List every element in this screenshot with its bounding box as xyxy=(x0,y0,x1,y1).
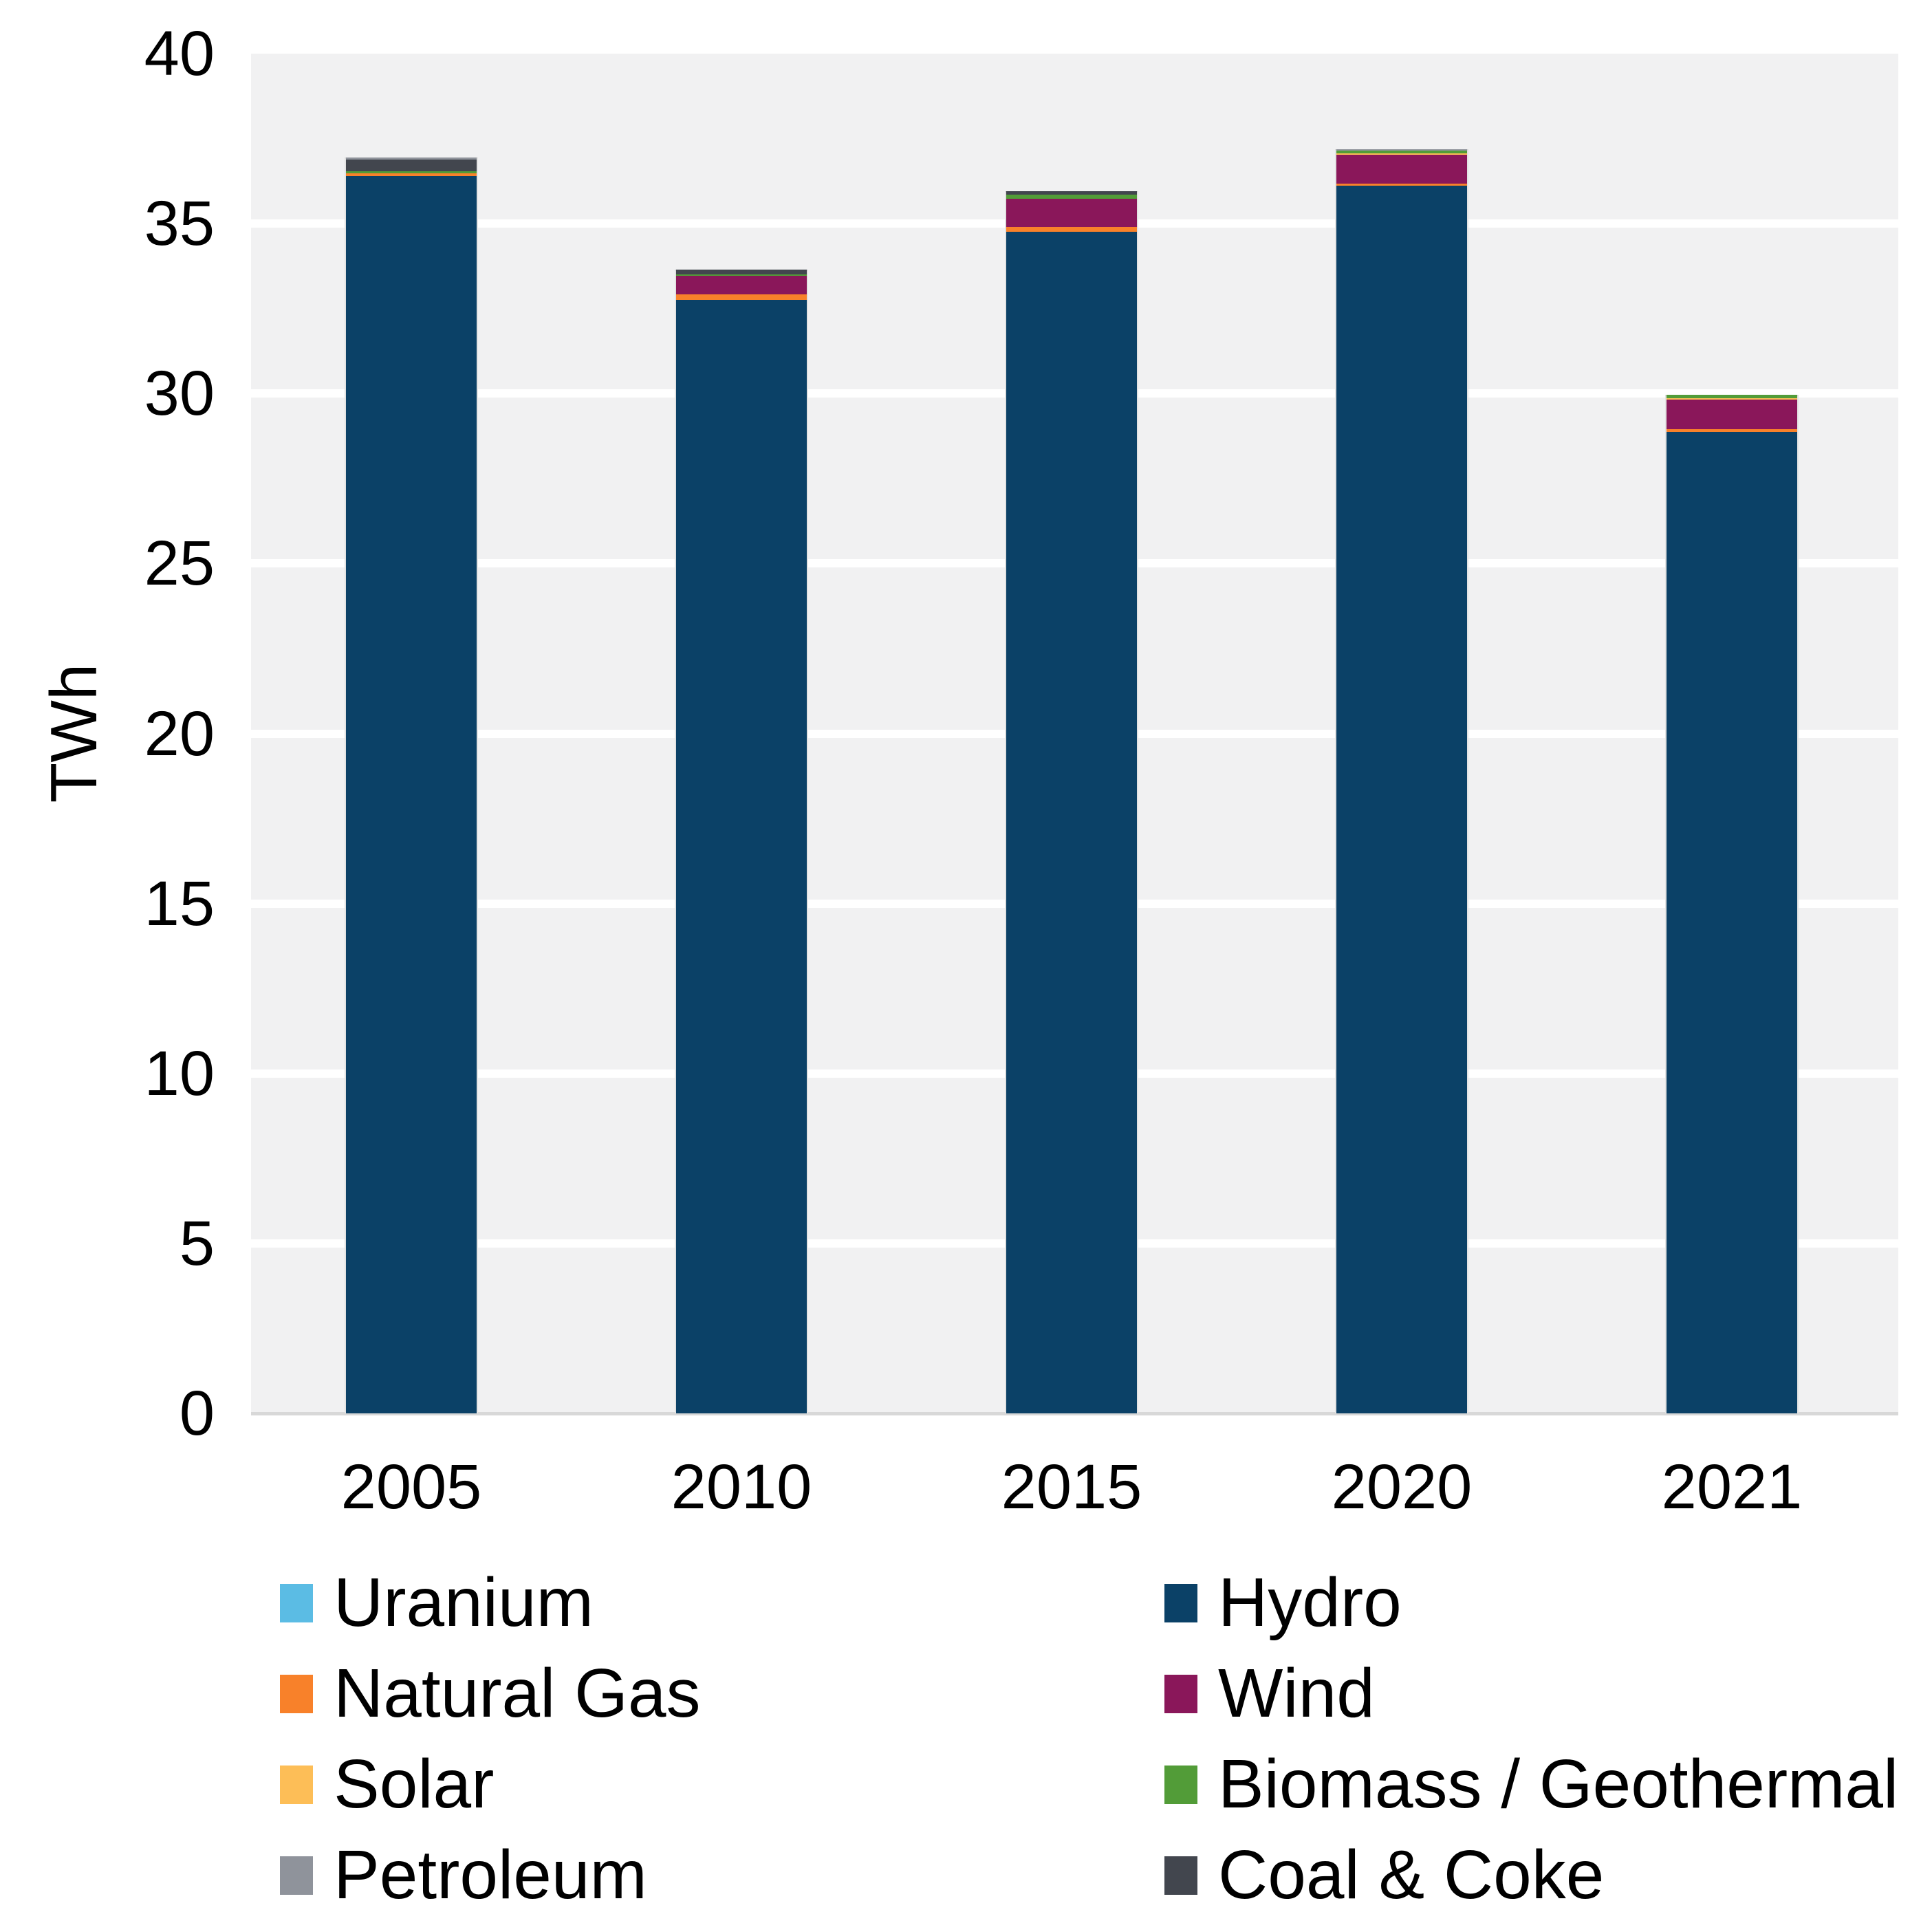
x-tick-label-2021: 2021 xyxy=(1661,1452,1803,1522)
bar-2015 xyxy=(1005,191,1138,1413)
bar-segment-hydro-2010 xyxy=(676,300,807,1413)
legend-swatch-hydro xyxy=(1164,1584,1197,1622)
bar-2010 xyxy=(675,270,808,1413)
legend-swatch-coal-coke xyxy=(1164,1856,1197,1895)
y-tick-label-10: 10 xyxy=(144,1038,215,1109)
bar-segment-solar-2021 xyxy=(1667,398,1797,400)
y-tick-label-25: 25 xyxy=(144,528,215,599)
legend-swatch-natural-gas xyxy=(280,1675,313,1713)
bar-segment-biomass-geothermal-2020 xyxy=(1336,150,1467,154)
y-tick-label-20: 20 xyxy=(144,698,215,769)
bar-segment-coal-coke-2010 xyxy=(676,270,807,274)
plot-area xyxy=(251,54,1898,1415)
bar-segment-hydro-2021 xyxy=(1667,432,1797,1413)
bar-2020 xyxy=(1335,149,1468,1413)
y-tick-label-15: 15 xyxy=(144,868,215,939)
bar-segment-wind-2021 xyxy=(1667,400,1797,430)
legend-label-wind: Wind xyxy=(1218,1655,1375,1732)
x-axis-line xyxy=(251,1412,1898,1415)
legend-swatch-biomass-geothermal xyxy=(1164,1766,1197,1804)
x-tick-label-2015: 2015 xyxy=(1001,1452,1142,1522)
bar-segment-petroleum-2020 xyxy=(1336,149,1467,151)
legend-label-petroleum: Petroleum xyxy=(334,1836,647,1912)
legend-swatch-uranium xyxy=(280,1584,313,1622)
bar-segment-natural-gas-2005 xyxy=(346,173,477,176)
bar-segment-natural-gas-2020 xyxy=(1336,184,1467,186)
bar-segment-biomass-geothermal-2005 xyxy=(346,171,477,174)
bar-2021 xyxy=(1665,395,1799,1413)
y-tick-label-5: 5 xyxy=(179,1208,215,1279)
bar-segment-hydro-2015 xyxy=(1006,231,1137,1413)
bar-segment-natural-gas-2010 xyxy=(676,294,807,301)
x-tick-label-2005: 2005 xyxy=(340,1452,482,1522)
legend-swatch-solar xyxy=(280,1766,313,1804)
legend-label-biomass-geothermal: Biomass / Geothermal xyxy=(1218,1746,1899,1823)
bar-segment-petroleum-2005 xyxy=(346,157,477,160)
legend-label-solar: Solar xyxy=(334,1746,495,1823)
legend-label-uranium: Uranium xyxy=(334,1564,594,1641)
legend-swatch-petroleum xyxy=(280,1856,313,1895)
legend-label-natural-gas: Natural Gas xyxy=(334,1655,701,1732)
bar-segment-solar-2020 xyxy=(1336,153,1467,155)
legend-swatch-wind xyxy=(1164,1675,1197,1713)
bar-segment-biomass-geothermal-2015 xyxy=(1006,194,1137,199)
y-tick-label-0: 0 xyxy=(179,1378,215,1448)
y-tick-label-40: 40 xyxy=(144,19,215,89)
bar-segment-coal-coke-2005 xyxy=(346,160,477,172)
x-tick-label-2020: 2020 xyxy=(1331,1452,1473,1522)
legend-label-hydro: Hydro xyxy=(1218,1564,1402,1641)
y-tick-label-35: 35 xyxy=(144,188,215,259)
bar-segment-wind-2010 xyxy=(676,275,807,294)
bar-segment-hydro-2020 xyxy=(1336,185,1467,1413)
x-tick-label-2010: 2010 xyxy=(671,1452,812,1522)
bar-segment-natural-gas-2015 xyxy=(1006,227,1137,232)
y-tick-label-30: 30 xyxy=(144,358,215,429)
bar-segment-biomass-geothermal-2010 xyxy=(676,274,807,276)
bar-segment-coal-coke-2015 xyxy=(1006,191,1137,195)
bar-segment-hydro-2005 xyxy=(346,175,477,1413)
bar-segment-wind-2015 xyxy=(1006,198,1137,228)
bar-2005 xyxy=(345,157,478,1413)
bar-segment-biomass-geothermal-2021 xyxy=(1667,395,1797,398)
bar-segment-wind-2020 xyxy=(1336,154,1467,184)
bar-segment-natural-gas-2021 xyxy=(1667,429,1797,433)
legend-label-coal-coke: Coal & Coke xyxy=(1218,1836,1605,1912)
